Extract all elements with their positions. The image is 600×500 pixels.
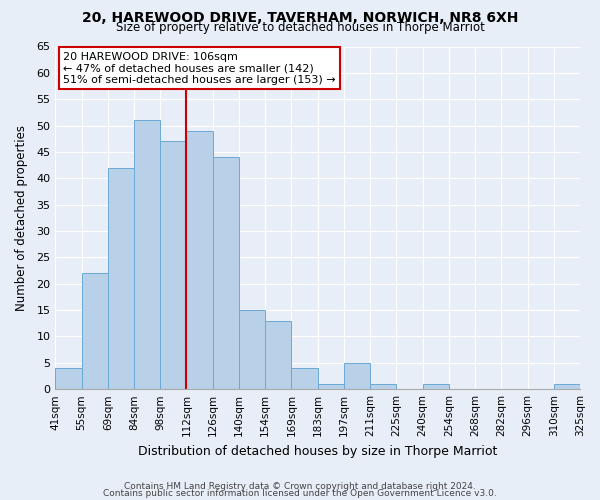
Bar xyxy=(213,157,239,389)
Bar xyxy=(187,131,213,389)
Text: 20, HAREWOOD DRIVE, TAVERHAM, NORWICH, NR8 6XH: 20, HAREWOOD DRIVE, TAVERHAM, NORWICH, N… xyxy=(82,11,518,25)
Bar xyxy=(108,168,134,389)
Bar xyxy=(265,320,292,389)
Text: Contains public sector information licensed under the Open Government Licence v3: Contains public sector information licen… xyxy=(103,488,497,498)
Y-axis label: Number of detached properties: Number of detached properties xyxy=(15,125,28,311)
Bar xyxy=(317,384,344,389)
Bar xyxy=(292,368,317,389)
Text: 20 HAREWOOD DRIVE: 106sqm
← 47% of detached houses are smaller (142)
51% of semi: 20 HAREWOOD DRIVE: 106sqm ← 47% of detac… xyxy=(63,52,336,85)
Bar xyxy=(239,310,265,389)
Bar xyxy=(82,273,108,389)
Bar xyxy=(344,363,370,389)
Bar xyxy=(370,384,397,389)
Text: Size of property relative to detached houses in Thorpe Marriot: Size of property relative to detached ho… xyxy=(116,21,484,34)
X-axis label: Distribution of detached houses by size in Thorpe Marriot: Distribution of detached houses by size … xyxy=(138,444,497,458)
Bar xyxy=(160,142,187,389)
Bar xyxy=(55,368,82,389)
Bar xyxy=(134,120,160,389)
Text: Contains HM Land Registry data © Crown copyright and database right 2024.: Contains HM Land Registry data © Crown c… xyxy=(124,482,476,491)
Bar xyxy=(554,384,580,389)
Bar xyxy=(422,384,449,389)
